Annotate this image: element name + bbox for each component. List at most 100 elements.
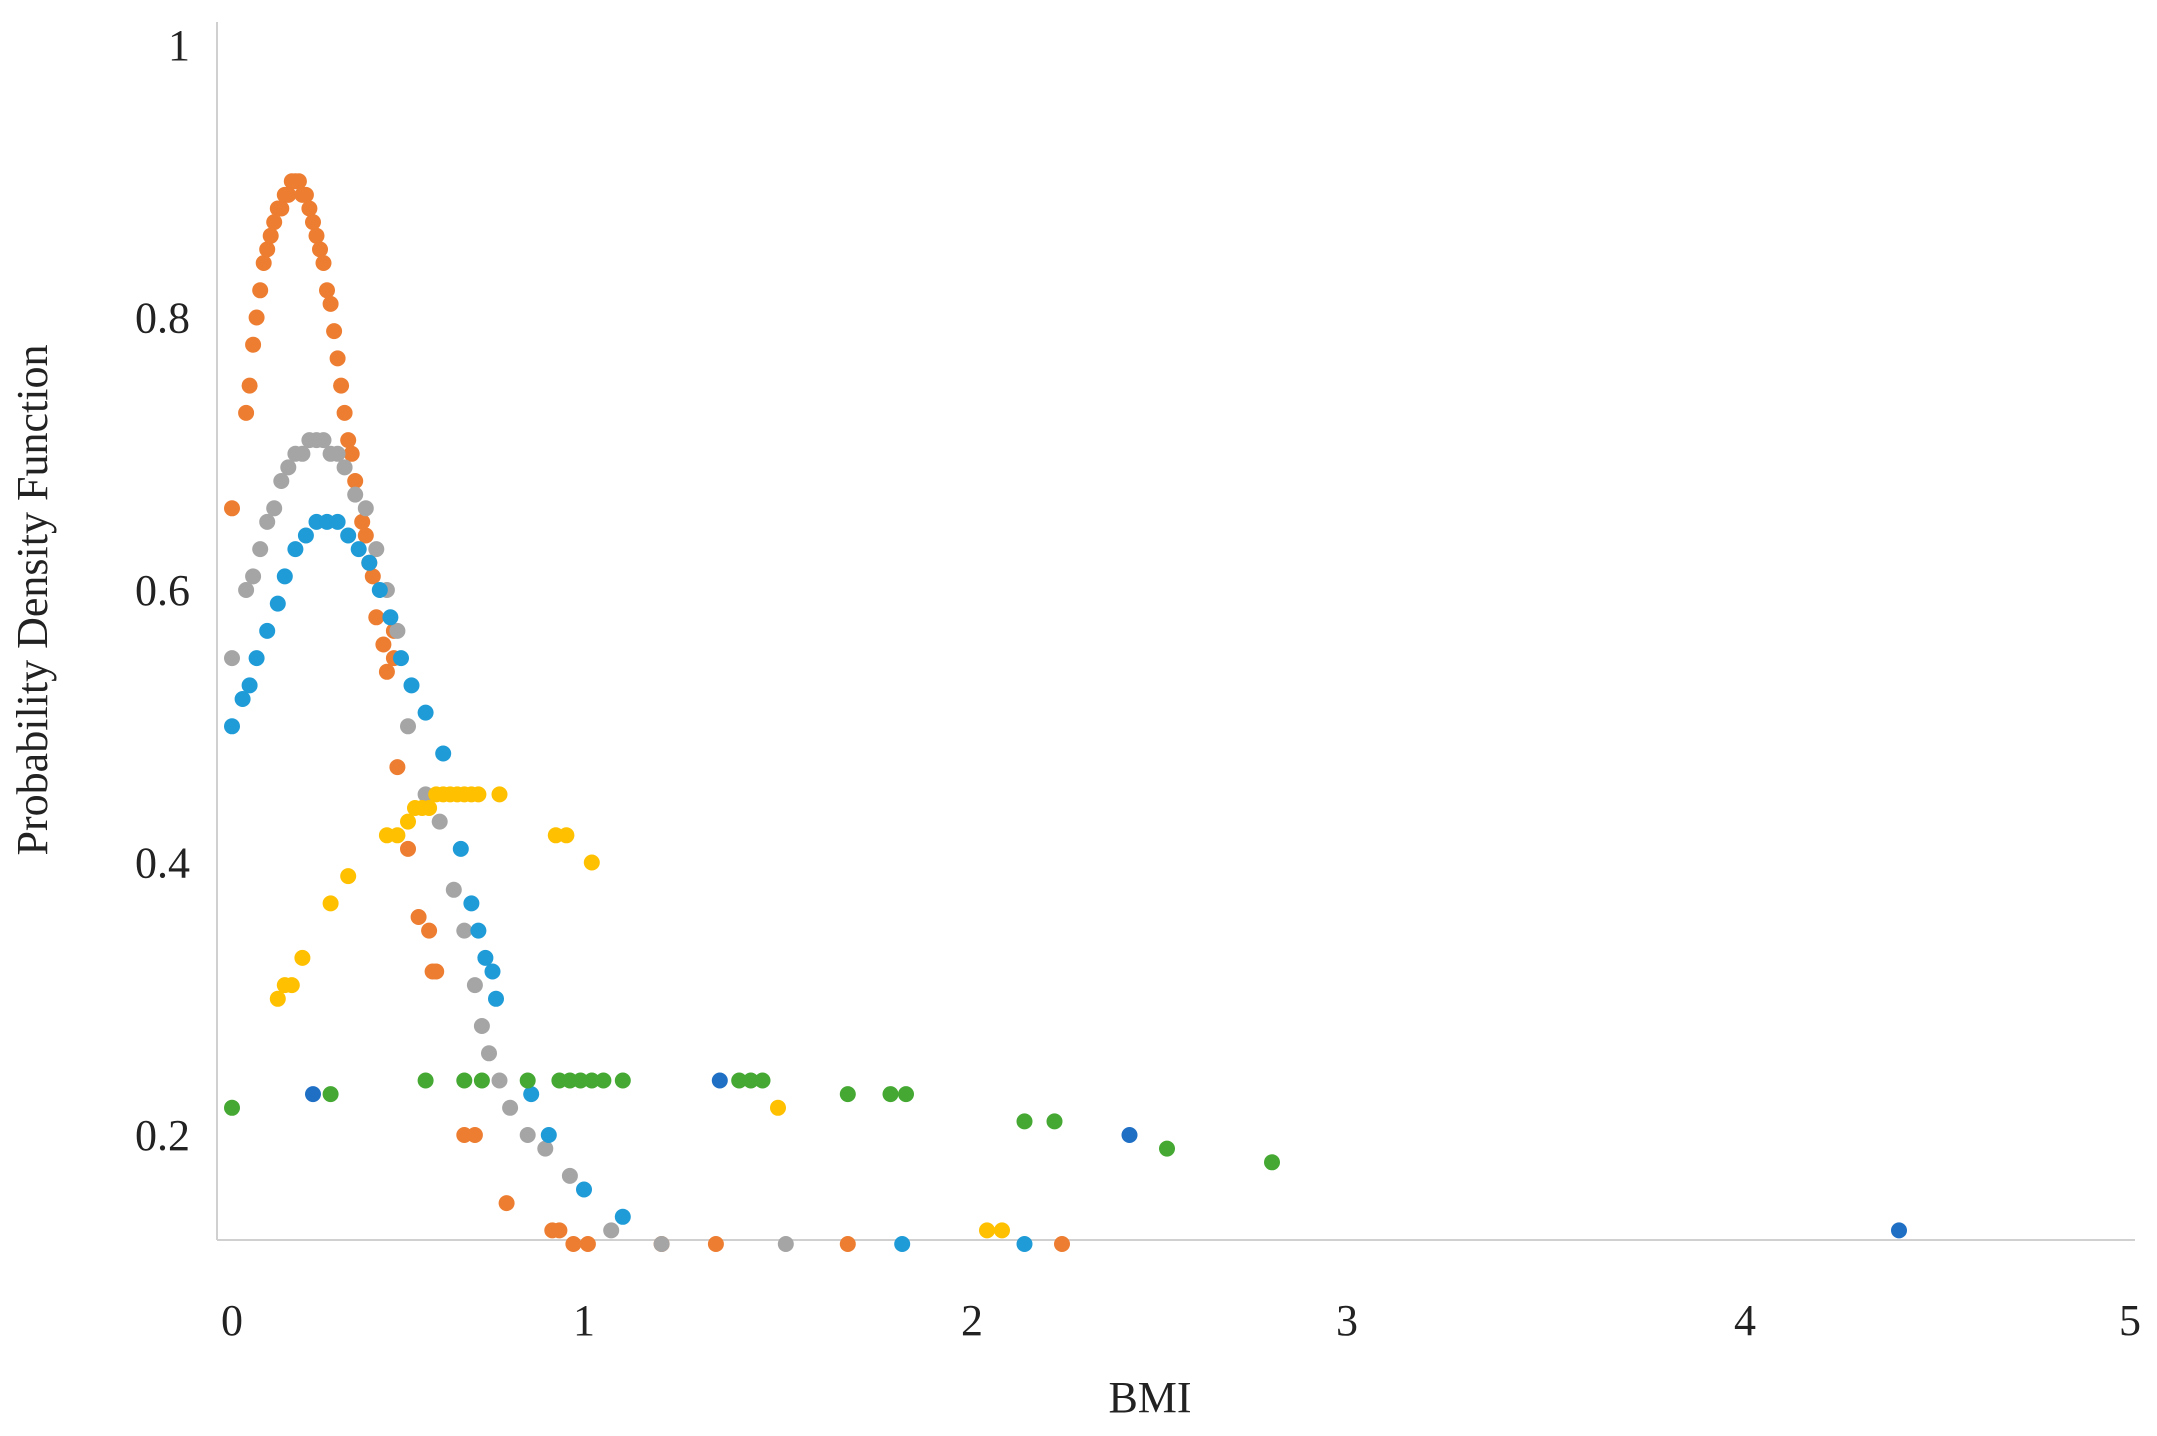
- data-point: [1046, 1113, 1063, 1130]
- data-point: [224, 500, 240, 517]
- data-point: [343, 445, 360, 462]
- data-point: [368, 609, 385, 626]
- data-point: [224, 718, 240, 735]
- data-point: [731, 1072, 748, 1089]
- data-point: [364, 568, 381, 585]
- data-point: [707, 1236, 724, 1252]
- data-point: [400, 813, 416, 830]
- data-point: [340, 868, 357, 885]
- data-point: [290, 173, 307, 190]
- data-point: [350, 541, 367, 558]
- x-tick-label: 2: [961, 1296, 983, 1345]
- data-point: [382, 609, 399, 626]
- data-point: [576, 1181, 592, 1198]
- data-point: [540, 1127, 557, 1143]
- data-point: [241, 377, 258, 394]
- data-point: [894, 1236, 911, 1252]
- data-point: [273, 200, 290, 217]
- data-point: [378, 663, 395, 680]
- data-point: [252, 282, 269, 299]
- data-point: [400, 840, 416, 857]
- data-point: [1054, 1236, 1070, 1252]
- data-point: [294, 445, 311, 462]
- data-point: [301, 200, 318, 217]
- data-point: [431, 813, 448, 830]
- data-point: [1016, 1113, 1033, 1130]
- data-point: [435, 745, 452, 762]
- series-2: [224, 432, 794, 1252]
- data-point: [315, 432, 332, 449]
- data-point: [234, 691, 251, 707]
- data-point: [523, 1086, 540, 1103]
- data-point: [583, 1072, 600, 1089]
- data-point: [491, 786, 508, 803]
- y-axis-title: Probability Density Function: [8, 345, 57, 856]
- data-point: [473, 1018, 490, 1034]
- data-point: [294, 949, 311, 966]
- data-point: [248, 650, 265, 667]
- data-point: [481, 1045, 497, 1062]
- data-point: [259, 622, 276, 639]
- data-point: [280, 459, 297, 476]
- data-point: [238, 404, 255, 421]
- data-point: [347, 473, 364, 489]
- data-point: [354, 513, 371, 530]
- data-point: [389, 759, 406, 776]
- data-point: [614, 1072, 631, 1089]
- data-point: [308, 227, 325, 244]
- data-point: [371, 582, 388, 598]
- data-point: [979, 1222, 995, 1239]
- data-point: [410, 909, 427, 925]
- x-tick-label: 1: [573, 1296, 595, 1345]
- data-point: [248, 309, 265, 326]
- data-point: [241, 677, 258, 694]
- data-point: [595, 1072, 612, 1089]
- y-tick-label: 0.4: [135, 839, 190, 888]
- data-point: [502, 1099, 519, 1116]
- data-point: [389, 622, 406, 639]
- data-point: [491, 1072, 508, 1089]
- data-point: [470, 786, 487, 803]
- data-point: [322, 895, 339, 912]
- data-point: [357, 500, 374, 517]
- data-point: [340, 432, 357, 449]
- data-point: [393, 650, 409, 667]
- data-point: [417, 1072, 434, 1089]
- data-point: [488, 990, 504, 1007]
- data-point: [565, 1236, 582, 1252]
- x-tick-label: 0: [221, 1296, 243, 1345]
- data-point: [357, 527, 374, 544]
- data-point: [340, 527, 357, 544]
- data-point: [389, 827, 406, 844]
- data-point: [322, 1086, 339, 1103]
- data-point: [224, 650, 240, 667]
- data-point: [238, 582, 255, 598]
- data-point: [269, 595, 286, 612]
- data-point: [519, 1072, 536, 1089]
- data-point: [417, 704, 434, 721]
- data-point: [477, 949, 494, 966]
- data-point: [579, 1236, 596, 1252]
- data-point: [777, 1236, 794, 1252]
- data-point: [421, 800, 438, 816]
- series-3: [224, 513, 1033, 1252]
- x-tick-label: 5: [2119, 1296, 2141, 1345]
- x-tick-label: 4: [1734, 1296, 1756, 1345]
- data-point: [839, 1086, 856, 1103]
- data-point: [276, 568, 293, 585]
- data-point: [1264, 1154, 1280, 1171]
- data-point: [456, 1072, 473, 1089]
- series-5: [224, 1072, 1280, 1171]
- data-point: [361, 554, 378, 571]
- data-point: [498, 1195, 515, 1212]
- data-point: [452, 840, 469, 857]
- data-point: [614, 1208, 631, 1225]
- data-point: [994, 1222, 1010, 1239]
- data-point: [319, 282, 335, 299]
- data-point: [280, 186, 297, 203]
- data-point: [322, 295, 339, 312]
- data-point: [1121, 1127, 1138, 1143]
- data-point: [266, 500, 283, 517]
- data-point: [653, 1236, 670, 1252]
